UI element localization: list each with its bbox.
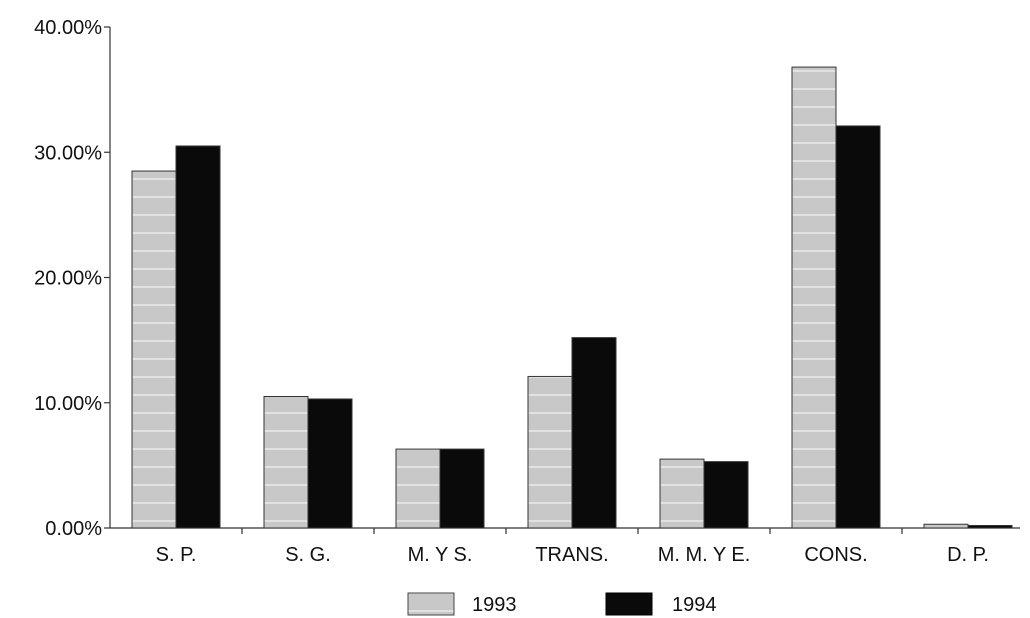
x-tick-label: M. M. Y E. xyxy=(658,544,751,566)
bar-1994-1 xyxy=(307,398,353,529)
x-tick-label: S. G. xyxy=(285,544,331,566)
bar-1993-3 xyxy=(527,375,573,529)
bar-1993-4 xyxy=(659,458,705,529)
y-tick-label: 40.00% xyxy=(34,17,102,39)
y-tick-label: 0.00% xyxy=(45,518,102,540)
y-tick-label: 10.00% xyxy=(34,393,102,415)
bar-1993-5 xyxy=(791,66,837,529)
bar-1994-6 xyxy=(967,524,1013,529)
x-tick-label: S. P. xyxy=(156,544,197,566)
plot-area: 0.00% 10.00% 20.00% 30.00% 40.00% S. P. S. G. M… xyxy=(34,17,1020,566)
x-tick-label: M. Y S. xyxy=(408,544,473,566)
y-tick-label: 20.00% xyxy=(34,268,102,290)
legend: 1993 1994 xyxy=(407,592,717,616)
bar-1994-2 xyxy=(439,448,485,529)
bar-1994-3 xyxy=(571,337,617,529)
bar-1994-4 xyxy=(703,461,749,529)
x-tick-label: TRANS. xyxy=(535,544,608,566)
bar-1993-1 xyxy=(263,395,309,529)
y-tick-label: 30.00% xyxy=(34,142,102,164)
x-tick-label: CONS. xyxy=(804,544,867,566)
legend-label-1993: 1993 xyxy=(472,594,517,616)
bar-1993-2 xyxy=(395,448,441,529)
legend-swatch-1993 xyxy=(407,592,455,616)
x-tick-label: D. P. xyxy=(947,544,989,566)
bar-1994-0 xyxy=(175,145,221,529)
legend-label-1994: 1994 xyxy=(672,594,717,616)
legend-swatch-1994 xyxy=(605,592,653,616)
bar-1994-5 xyxy=(835,125,881,529)
bar-1993-0 xyxy=(131,170,177,529)
bar-1993-6 xyxy=(923,523,969,529)
